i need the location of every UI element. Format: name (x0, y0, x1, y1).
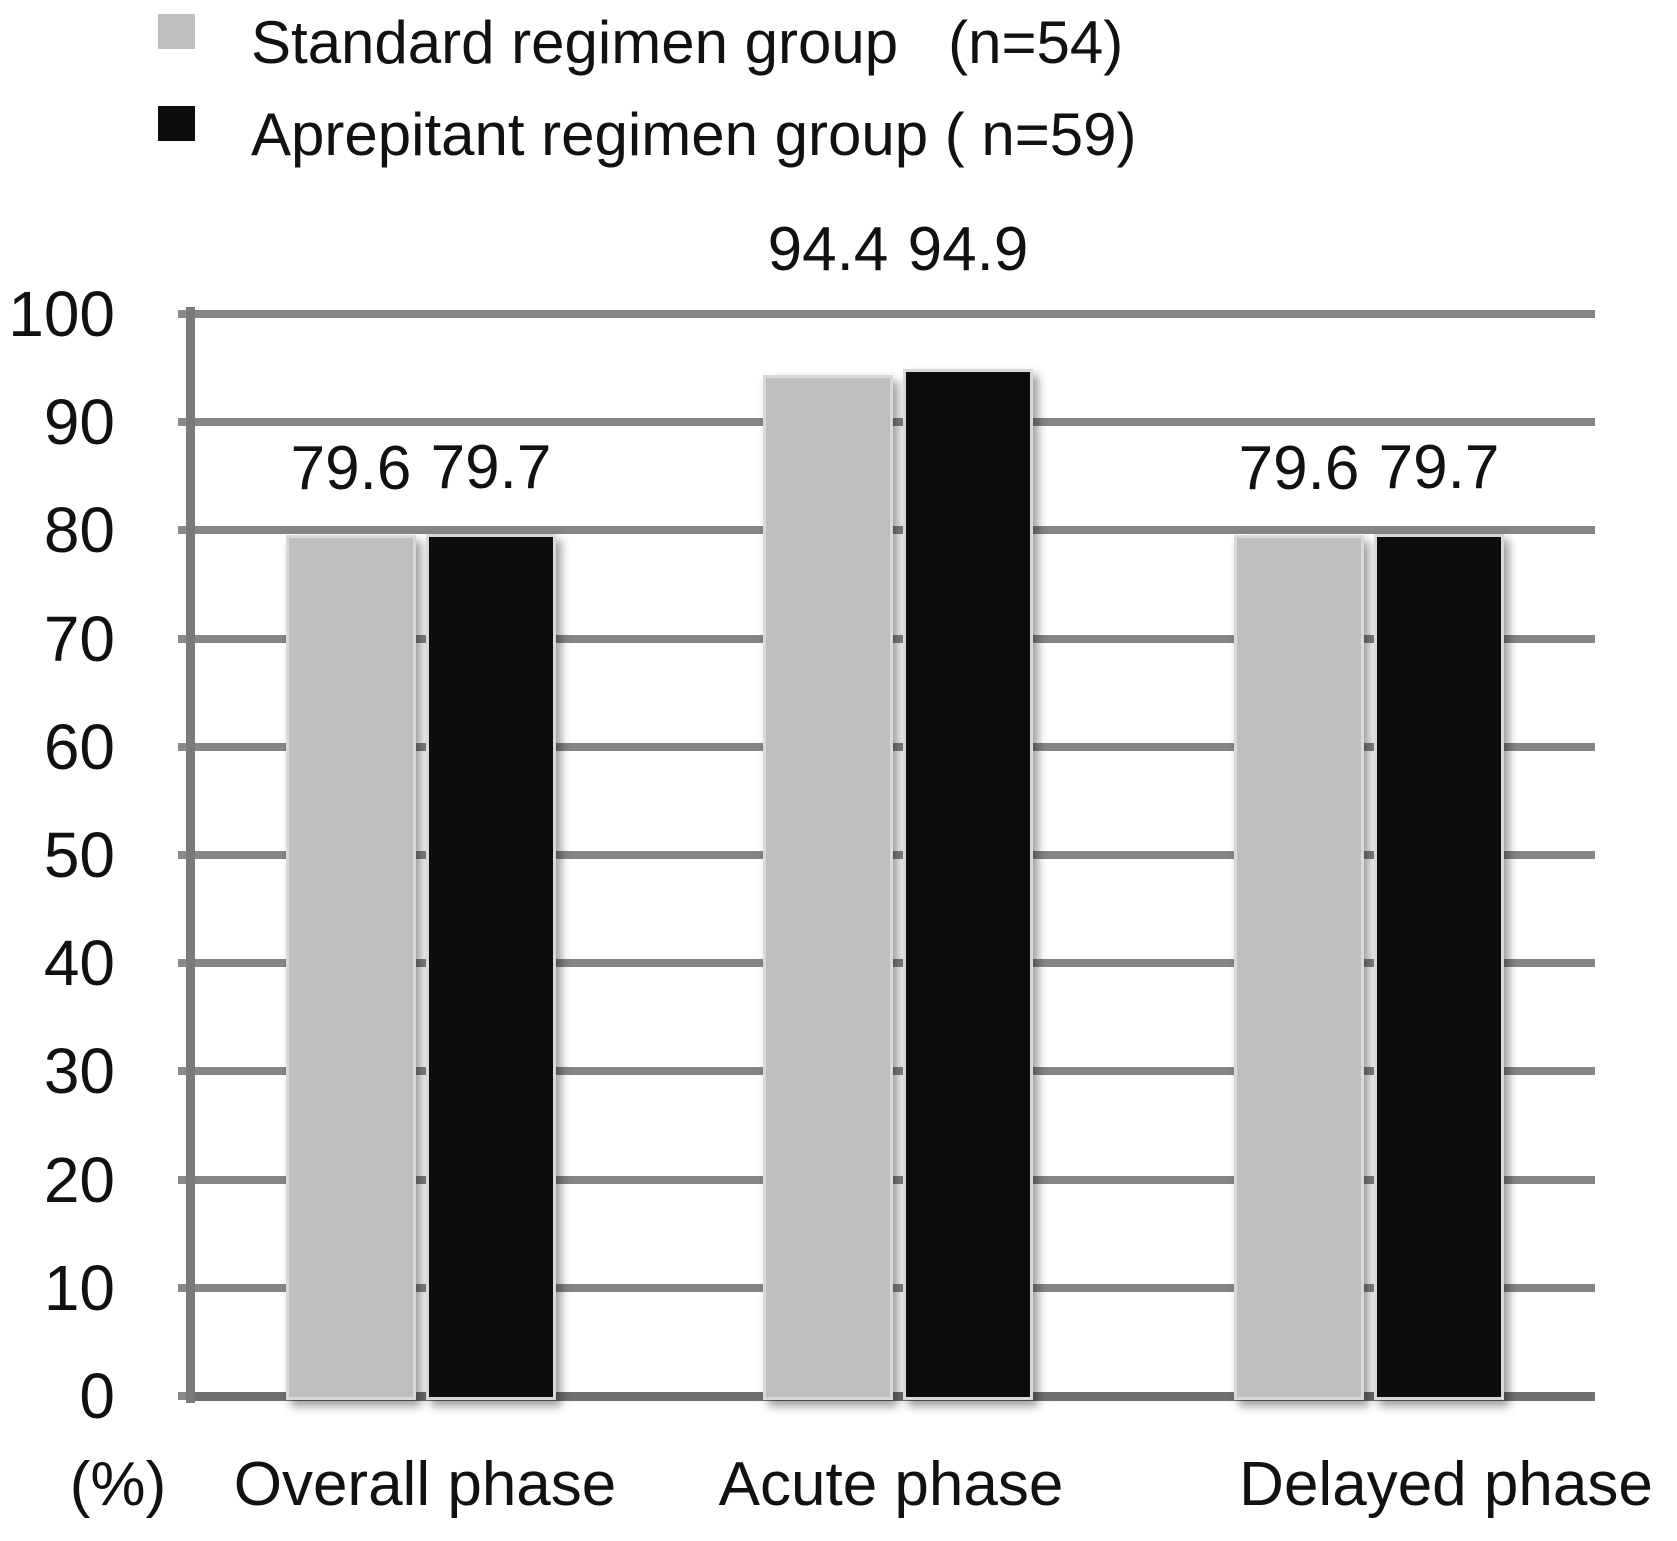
y-axis-tick-mark (178, 526, 187, 535)
y-axis-tick-mark (178, 851, 187, 859)
bar (1234, 534, 1364, 1400)
bar-value-label: 79.7 (430, 432, 552, 502)
x-axis-category-label: Delayed phase (1239, 1450, 1653, 1519)
x-axis-category-label: Overall phase (233, 1450, 617, 1519)
y-axis-tick-label: 20 (43, 1143, 115, 1216)
y-axis-tick-label: 70 (43, 602, 115, 675)
y-axis-tick-label: 40 (43, 927, 115, 1000)
bar (286, 534, 416, 1400)
legend-swatch-icon (158, 14, 195, 49)
y-axis-tick-mark (178, 742, 187, 751)
legend-swatch-icon (158, 106, 195, 141)
bar (1374, 533, 1504, 1400)
y-axis-tick-label: 0 (79, 1360, 115, 1432)
y-axis-tick-label: 30 (43, 1035, 115, 1108)
x-axis-category-label: Acute phase (718, 1450, 1064, 1519)
gridline (187, 310, 1595, 318)
y-axis-tick-label: 90 (43, 386, 115, 459)
legend-item: Aprepitant regimen group ( n=59) (158, 100, 1137, 170)
bar-value-label: 94.4 (767, 215, 889, 284)
bar-value-label: 94.9 (907, 215, 1029, 284)
y-axis-tick-mark (178, 1067, 187, 1076)
y-axis-tick-mark (178, 634, 187, 643)
y-axis-line (186, 307, 195, 1403)
y-axis-tick-mark (178, 418, 187, 427)
y-axis-tick-label: 50 (43, 819, 115, 891)
y-axis-unit-label: (%) (69, 1450, 167, 1519)
y-axis-tick-label: 100 (8, 278, 115, 350)
y-axis-tick-label: 80 (43, 494, 115, 567)
y-axis-tick-label: 60 (43, 710, 115, 783)
legend-label: Standard regimen group (n=54) (251, 9, 1124, 76)
y-axis-tick-mark (178, 1175, 187, 1184)
y-axis-tick-mark (178, 959, 187, 968)
bar-value-label: 79.7 (1378, 432, 1500, 502)
y-axis-tick-mark (178, 310, 187, 318)
y-axis-tick-mark (178, 1283, 187, 1292)
bar (763, 374, 893, 1400)
y-axis-tick-mark (178, 1392, 187, 1400)
legend-label: Aprepitant regimen group ( n=59) (251, 101, 1137, 168)
bar (426, 533, 556, 1400)
y-axis-tick-label: 10 (43, 1251, 115, 1324)
plot-area (178, 307, 1595, 1403)
bar-value-label: 79.6 (290, 433, 412, 503)
legend-item: Standard regimen group (n=54) (158, 8, 1123, 78)
bar-value-label: 79.6 (1238, 433, 1360, 503)
bar (903, 369, 1033, 1400)
